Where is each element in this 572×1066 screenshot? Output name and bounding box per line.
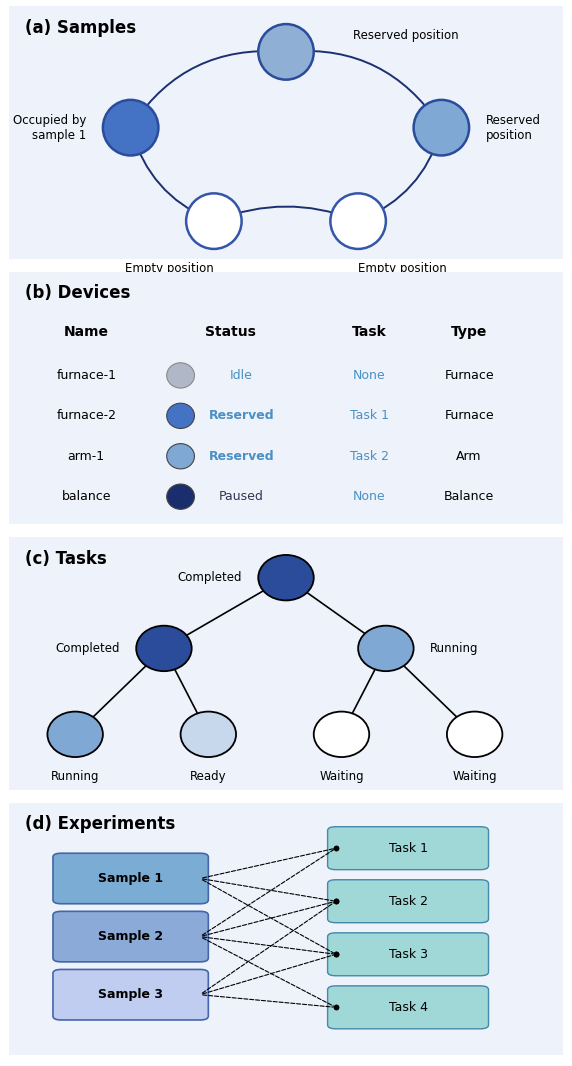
Ellipse shape <box>166 362 194 388</box>
Text: furnace-1: furnace-1 <box>56 369 116 382</box>
Text: Sample 2: Sample 2 <box>98 931 163 943</box>
Ellipse shape <box>186 193 241 249</box>
Text: Sample 3: Sample 3 <box>98 988 163 1001</box>
FancyArrowPatch shape <box>132 130 209 220</box>
Ellipse shape <box>331 193 386 249</box>
Text: Sample 1: Sample 1 <box>98 872 163 885</box>
Text: Completed: Completed <box>177 571 241 584</box>
FancyArrowPatch shape <box>361 132 441 220</box>
Text: Name: Name <box>63 325 109 339</box>
Text: Idle: Idle <box>230 369 253 382</box>
Text: Type: Type <box>451 325 487 339</box>
FancyBboxPatch shape <box>328 827 488 870</box>
FancyBboxPatch shape <box>1 800 571 1059</box>
Ellipse shape <box>166 484 194 510</box>
FancyBboxPatch shape <box>328 879 488 923</box>
Ellipse shape <box>166 403 194 429</box>
Text: Balance: Balance <box>444 490 494 503</box>
Text: Empty position: Empty position <box>125 261 214 275</box>
Text: Ready: Ready <box>190 770 227 782</box>
Ellipse shape <box>358 626 414 672</box>
Ellipse shape <box>47 712 103 757</box>
FancyBboxPatch shape <box>53 911 208 962</box>
Text: Reserved position: Reserved position <box>352 29 458 42</box>
Text: Task 2: Task 2 <box>349 450 389 463</box>
Ellipse shape <box>258 25 313 80</box>
FancyBboxPatch shape <box>53 969 208 1020</box>
Text: Reserved: Reserved <box>209 409 275 422</box>
Text: Reserved: Reserved <box>209 450 275 463</box>
Text: Paused: Paused <box>219 490 264 503</box>
Text: balance: balance <box>62 490 111 503</box>
FancyBboxPatch shape <box>1 269 571 528</box>
Text: arm-1: arm-1 <box>67 450 105 463</box>
FancyBboxPatch shape <box>53 853 208 904</box>
Text: Running: Running <box>51 770 100 782</box>
Text: Reserved
position: Reserved position <box>486 114 541 142</box>
Text: Task 2: Task 2 <box>388 894 427 908</box>
Text: None: None <box>353 369 386 382</box>
Text: None: None <box>353 490 386 503</box>
Ellipse shape <box>103 100 158 156</box>
Text: Running: Running <box>430 642 479 655</box>
Text: Completed: Completed <box>55 642 120 655</box>
Ellipse shape <box>414 100 469 156</box>
Text: Task 3: Task 3 <box>388 948 427 960</box>
FancyBboxPatch shape <box>328 933 488 975</box>
Ellipse shape <box>447 712 502 757</box>
Text: Task: Task <box>352 325 387 339</box>
FancyBboxPatch shape <box>328 986 488 1029</box>
Ellipse shape <box>313 712 369 757</box>
Text: (a) Samples: (a) Samples <box>25 19 136 37</box>
Text: Task 4: Task 4 <box>388 1001 427 1014</box>
Text: Waiting: Waiting <box>319 770 364 782</box>
Text: Empty position: Empty position <box>358 261 447 275</box>
Ellipse shape <box>181 712 236 757</box>
FancyBboxPatch shape <box>1 534 571 793</box>
Text: (c) Tasks: (c) Tasks <box>25 550 107 568</box>
Text: (b) Devices: (b) Devices <box>25 285 130 303</box>
Text: furnace-2: furnace-2 <box>56 409 116 422</box>
Text: Arm: Arm <box>456 450 482 463</box>
FancyArrowPatch shape <box>216 207 353 220</box>
Text: Waiting: Waiting <box>452 770 497 782</box>
Text: Task 1: Task 1 <box>349 409 389 422</box>
Ellipse shape <box>166 443 194 469</box>
FancyArrowPatch shape <box>291 48 440 126</box>
Text: (d) Experiments: (d) Experiments <box>25 815 176 834</box>
Ellipse shape <box>258 555 313 600</box>
FancyBboxPatch shape <box>1 3 571 262</box>
Text: Furnace: Furnace <box>444 409 494 422</box>
Text: Status: Status <box>205 325 256 339</box>
FancyArrowPatch shape <box>133 51 283 124</box>
Text: Furnace: Furnace <box>444 369 494 382</box>
Text: Task 1: Task 1 <box>388 842 427 855</box>
Ellipse shape <box>136 626 192 672</box>
Text: Occupied by
sample 1: Occupied by sample 1 <box>13 114 86 142</box>
